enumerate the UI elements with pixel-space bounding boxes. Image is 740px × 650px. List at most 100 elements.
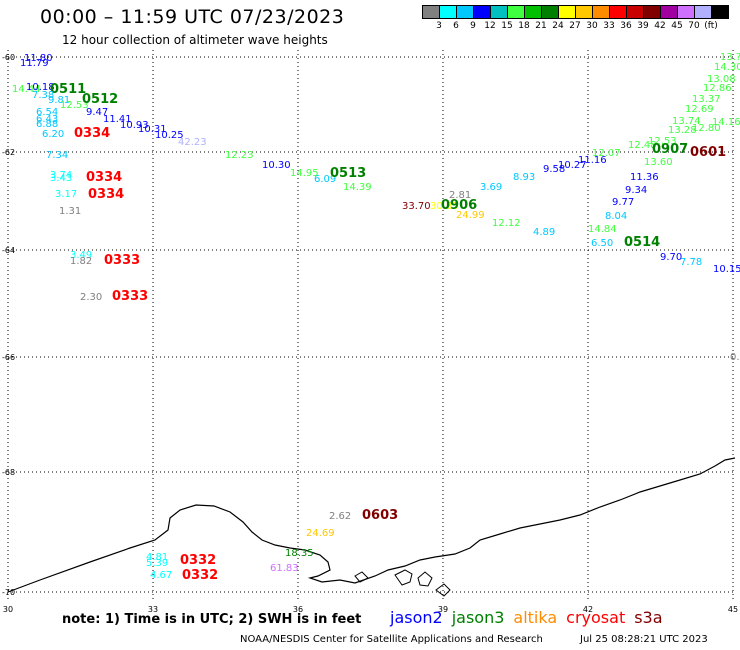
legend-label: 27: [569, 21, 581, 31]
wave-height-label: 24.69: [306, 528, 335, 539]
wave-height-label: 11.80: [24, 53, 53, 64]
axis-labels: -60 -62 -64 -66 -68 -70 30 33 36 39 42 45: [2, 53, 738, 614]
pass-time-label: 0601: [690, 145, 726, 160]
wave-height-label: 9.34: [625, 185, 647, 196]
satellite-legend-item: s3a: [634, 608, 663, 627]
legend-label: 36: [620, 21, 632, 31]
wave-height-label: 4.67: [150, 570, 172, 581]
satellite-legend-item: cryosat: [566, 608, 626, 627]
wave-height-label: 3.17: [55, 189, 77, 200]
wave-height-label: 3.69: [480, 182, 502, 193]
legend-swatch: [609, 5, 627, 19]
legend-swatch: [592, 5, 610, 19]
wave-height-label: 7.34: [46, 150, 68, 161]
wave-height-label: 13.37: [692, 94, 721, 105]
legend-swatch: [558, 5, 576, 19]
wave-height-label: 2.81: [449, 190, 471, 201]
satellite-legend-item: altika: [513, 608, 558, 627]
lat-label: -62: [2, 148, 15, 157]
wave-height-label: 14.84: [588, 224, 617, 235]
wave-height-label: 6.50: [591, 238, 613, 249]
pass-time-label: 0513: [330, 166, 366, 181]
wave-height-label: 0.: [730, 352, 740, 363]
wave-height-label: 12.86: [703, 83, 732, 94]
legend-label: 42: [654, 21, 666, 31]
pass-time-label: 0334: [74, 126, 110, 141]
wave-height-label: 3.43: [50, 173, 72, 184]
lon-label: 39: [438, 605, 448, 614]
pass-time-label: 0514: [624, 235, 660, 250]
legend-label: 15: [501, 21, 513, 31]
wave-height-label: 14.44: [12, 84, 41, 95]
wave-height-label: 7.78: [680, 257, 702, 268]
legend-label: (ft): [704, 21, 718, 31]
legend-label: 3: [436, 21, 442, 31]
pass-time-label: 0333: [104, 253, 140, 268]
wave-height-label: 42.23: [178, 137, 207, 148]
wave-height-observations: 11.8011.7914.4410.1805117.389.8112.53051…: [12, 52, 740, 583]
wave-height-label: 12.80: [692, 123, 721, 134]
legend-swatch: [575, 5, 593, 19]
wave-height-label: 24.99: [456, 210, 485, 221]
page-title: 00:00 – 11:59 UTC 07/23/2023: [40, 6, 345, 28]
wave-height-label: 14.95: [290, 168, 319, 179]
wave-height-label: 9.81: [48, 95, 70, 106]
legend-label: 24: [552, 21, 564, 31]
legend-label: 6: [453, 21, 459, 31]
wave-height-label: 30.85: [430, 201, 459, 212]
pass-time-label: 0334: [88, 187, 124, 202]
credit-text: NOAA/NESDIS Center for Satellite Applica…: [240, 634, 543, 645]
wave-height-label: 6.09: [314, 174, 336, 185]
satellite-legend-item: jason2: [390, 608, 443, 627]
legend-swatch: [694, 5, 712, 19]
wave-height-label: 33.70: [402, 201, 431, 212]
legend-swatch: [677, 5, 695, 19]
wave-height-label: 12.53: [60, 100, 89, 111]
legend-label: 33: [603, 21, 615, 31]
legend-swatch: [422, 5, 440, 19]
wave-height-label: 13.08: [707, 74, 736, 85]
lat-label: -60: [2, 53, 15, 62]
legend-swatch: [439, 5, 457, 19]
legend-swatch: [524, 5, 542, 19]
legend-swatch: [490, 5, 508, 19]
color-scale-legend: [422, 5, 729, 19]
wave-height-label: 61.83: [270, 563, 299, 574]
pass-time-label: 0512: [82, 92, 118, 107]
legend-swatch: [456, 5, 474, 19]
wave-height-label: 10.93: [120, 120, 149, 131]
legend-swatch: [660, 5, 678, 19]
lon-label: 45: [728, 605, 738, 614]
legend-label: 45: [671, 21, 683, 31]
satellite-legend: jason2 jason3 altika cryosat s3a: [390, 608, 672, 627]
legend-swatch: [643, 5, 661, 19]
wave-height-label: 14.30: [714, 62, 740, 73]
wave-height-label: 13.28: [668, 125, 697, 136]
wave-height-label: 10.31: [138, 124, 167, 135]
wave-height-label: 11.36: [630, 172, 659, 183]
wave-height-label: 3.49: [70, 250, 92, 261]
wave-height-label: 4.89: [533, 227, 555, 238]
lat-label: -66: [2, 353, 15, 362]
pass-time-label: 0603: [362, 508, 398, 523]
legend-swatch: [473, 5, 491, 19]
wave-height-label: 9.77: [612, 197, 634, 208]
legend-label: 70: [688, 21, 700, 31]
wave-height-label: 10.15: [713, 264, 740, 275]
wave-height-label: 13.?: [720, 52, 740, 63]
wave-height-label: 10.27: [558, 160, 587, 171]
wave-height-label: 12.48: [628, 140, 657, 151]
pass-time-label: 0333: [112, 289, 148, 304]
wave-height-label: 6.20: [42, 129, 64, 140]
lon-label: 30: [3, 605, 13, 614]
wave-height-label: 10.25: [155, 130, 184, 141]
credit-date: Jul 25 08:28:21 UTC 2023: [580, 634, 708, 645]
wave-height-label: 6.54: [36, 107, 58, 118]
pass-time-label: 0511: [50, 82, 86, 97]
wave-height-label: 13.60: [644, 157, 673, 168]
wave-height-label: 12.07: [592, 148, 621, 159]
lat-label: -70: [2, 588, 15, 597]
lon-label: 42: [583, 605, 593, 614]
wave-height-label: 14.39: [343, 182, 372, 193]
